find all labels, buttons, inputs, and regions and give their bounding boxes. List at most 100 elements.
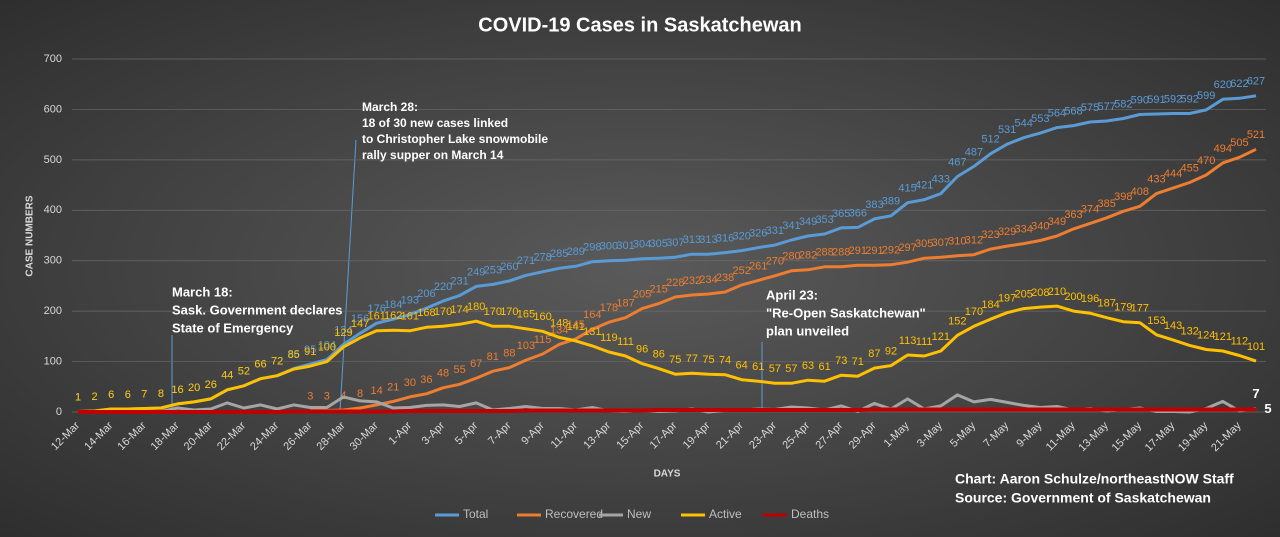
data-label: 147 bbox=[351, 318, 369, 330]
data-label: 3 bbox=[324, 390, 330, 402]
data-label: 521 bbox=[1247, 129, 1265, 141]
data-label: 7 bbox=[1252, 386, 1259, 401]
x-tick-label: 19-May bbox=[1176, 419, 1211, 454]
data-label: 153 bbox=[1147, 315, 1165, 327]
x-tick-label: 20-Mar bbox=[182, 419, 215, 452]
data-label: 298 bbox=[583, 242, 601, 254]
data-label: 36 bbox=[420, 374, 432, 386]
data-label: 365 bbox=[832, 208, 850, 220]
x-tick-label: 27-Apr bbox=[814, 419, 846, 451]
data-label: 134 bbox=[550, 324, 568, 336]
data-label: 320 bbox=[732, 231, 750, 243]
data-label: 206 bbox=[417, 288, 435, 300]
data-label: 398 bbox=[1114, 191, 1132, 203]
data-label: 176 bbox=[367, 303, 385, 315]
x-tick-label: 17-Apr bbox=[648, 419, 680, 451]
data-label: 177 bbox=[1131, 303, 1149, 315]
data-label: 271 bbox=[517, 255, 535, 267]
data-label: 6 bbox=[108, 389, 114, 401]
data-label: 408 bbox=[1131, 186, 1149, 198]
data-label: 313 bbox=[683, 234, 701, 246]
data-label: 75 bbox=[702, 354, 714, 366]
data-label: 305 bbox=[915, 238, 933, 250]
x-tick-label: 28-Mar bbox=[315, 419, 348, 452]
x-tick-label: 19-Apr bbox=[681, 419, 713, 451]
x-tick-label: 21-May bbox=[1209, 419, 1244, 454]
data-label: 6 bbox=[125, 389, 131, 401]
data-label: 87 bbox=[868, 348, 880, 360]
data-label: 3 bbox=[307, 390, 313, 402]
data-label: 289 bbox=[567, 246, 585, 258]
x-axis-label: DAYS bbox=[654, 469, 681, 480]
data-label: 72 bbox=[271, 356, 283, 368]
x-tick-label: 25-Apr bbox=[780, 419, 812, 451]
data-label: 278 bbox=[533, 252, 551, 264]
data-label: 304 bbox=[633, 239, 651, 251]
x-tick-label: 15-Apr bbox=[614, 419, 646, 451]
data-label: 300 bbox=[600, 241, 618, 253]
annotation: rally supper on March 14 bbox=[362, 148, 504, 162]
data-label: 261 bbox=[749, 260, 767, 272]
data-label: 316 bbox=[716, 233, 734, 245]
data-label: 91 bbox=[304, 346, 316, 358]
data-label: 143 bbox=[1164, 320, 1182, 332]
x-tick-label: 1-Apr bbox=[386, 419, 414, 447]
data-label: 234 bbox=[699, 274, 717, 286]
data-label: 184 bbox=[981, 299, 999, 311]
data-label: 124 bbox=[1197, 329, 1215, 341]
data-label: 21 bbox=[387, 381, 399, 393]
data-label: 14 bbox=[371, 385, 383, 397]
data-label: 366 bbox=[849, 207, 867, 219]
x-tick-label: 26-Mar bbox=[281, 419, 314, 452]
series-line bbox=[78, 407, 1256, 414]
data-label: 141 bbox=[567, 321, 585, 333]
chart-title: COVID-19 Cases in Saskatchewan bbox=[478, 14, 801, 36]
data-label: 307 bbox=[666, 237, 684, 249]
data-label: 148 bbox=[550, 317, 568, 329]
data-label: 86 bbox=[653, 349, 665, 361]
data-label: 249 bbox=[467, 266, 485, 278]
data-label: 487 bbox=[965, 146, 983, 158]
data-label: 86 bbox=[288, 349, 300, 361]
y-tick-label: 0 bbox=[56, 406, 62, 418]
legend-label: New bbox=[627, 507, 651, 521]
data-label: 353 bbox=[815, 214, 833, 226]
data-label: 260 bbox=[500, 261, 518, 273]
data-label: 7 bbox=[141, 388, 147, 400]
data-label: 2 bbox=[92, 391, 98, 403]
data-label: 389 bbox=[882, 196, 900, 208]
data-label: 8 bbox=[158, 388, 164, 400]
data-label: 156 bbox=[351, 313, 369, 325]
x-tick-label: 29-Apr bbox=[847, 419, 879, 451]
data-label: 282 bbox=[799, 250, 817, 262]
x-tick-label: 7-May bbox=[981, 419, 1011, 449]
data-label: 161 bbox=[367, 311, 385, 323]
data-label: 590 bbox=[1131, 94, 1149, 106]
data-label: 145 bbox=[567, 319, 585, 331]
data-label: 1 bbox=[75, 391, 81, 403]
credit: Source: Government of Saskatchewan bbox=[955, 490, 1211, 506]
data-label: 111 bbox=[916, 336, 933, 348]
data-label: 180 bbox=[467, 301, 485, 313]
data-label: 252 bbox=[732, 265, 750, 277]
data-label: 374 bbox=[1081, 203, 1099, 215]
data-label: 92 bbox=[885, 346, 897, 358]
x-tick-label: 13-May bbox=[1076, 419, 1111, 454]
data-label: 26 bbox=[205, 379, 217, 391]
data-label: 280 bbox=[782, 251, 800, 263]
data-label: 71 bbox=[852, 356, 864, 368]
x-tick-label: 7-Apr bbox=[486, 419, 514, 447]
data-label: 564 bbox=[1048, 107, 1066, 119]
data-label: 66 bbox=[254, 359, 266, 371]
credit: Chart: Aaron Schulze/northeastNOW Staff bbox=[955, 471, 1234, 487]
x-tick-label: 22-Mar bbox=[215, 419, 248, 452]
data-label: 129 bbox=[334, 327, 352, 339]
x-tick-label: 14-Mar bbox=[82, 419, 115, 452]
x-tick-label: 16-Mar bbox=[115, 419, 148, 452]
data-label: 184 bbox=[384, 299, 402, 311]
data-label: 101 bbox=[1247, 341, 1265, 353]
y-tick-label: 600 bbox=[44, 103, 62, 115]
data-label: 61 bbox=[752, 361, 764, 373]
data-label: 66 bbox=[254, 359, 266, 371]
data-label: 111 bbox=[617, 336, 634, 348]
